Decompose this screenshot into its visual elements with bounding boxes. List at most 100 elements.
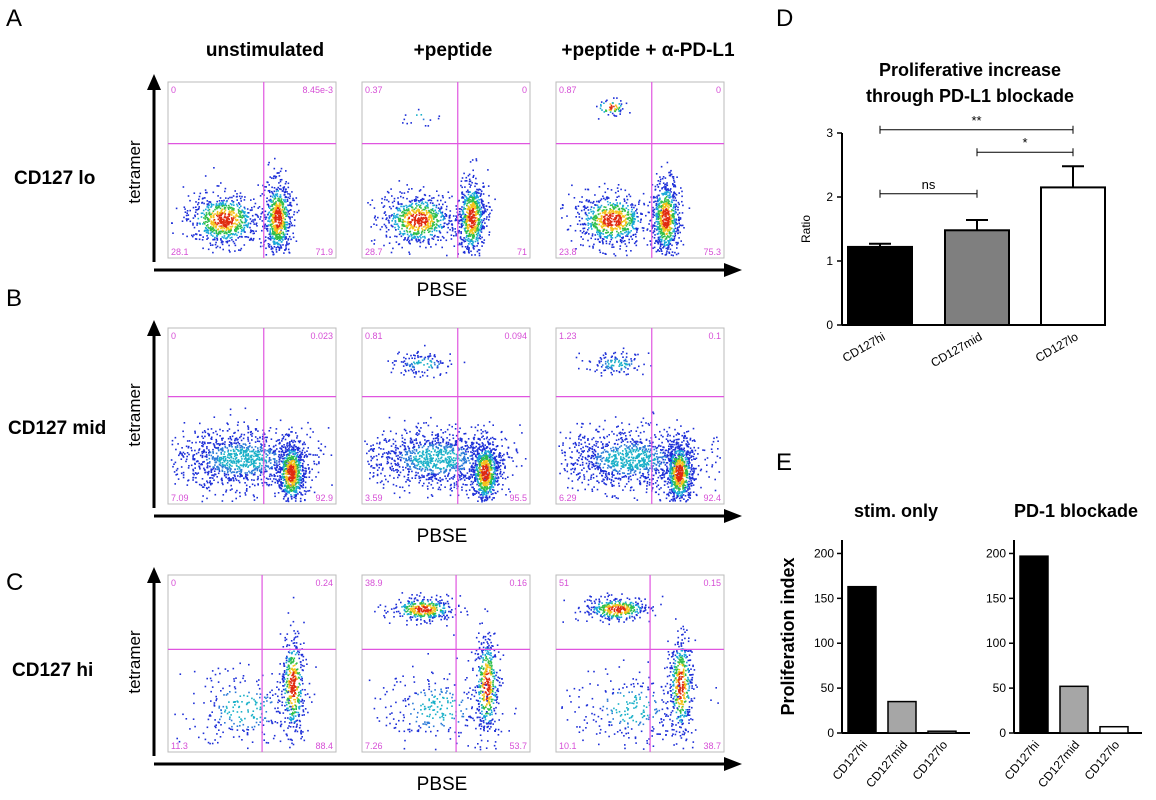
- x-axis-arrowhead: [724, 509, 742, 523]
- quadrant-value-ul: 38.9: [365, 578, 383, 588]
- panel-label-d: D: [776, 5, 793, 32]
- x-axis-arrowhead: [724, 757, 742, 771]
- significance-label: *: [1022, 135, 1027, 150]
- quadrant-value-ll: 10.1: [559, 741, 577, 751]
- x-axis-label-row-a: PBSE: [417, 280, 468, 301]
- flow-plot: 0 0.023 7.09 92.9: [167, 327, 337, 505]
- flow-plot: 51 0.15 10.1 38.7: [555, 574, 725, 753]
- x-tick-label: CD127hi: [1002, 738, 1043, 783]
- quadrant-value-ur: 0.094: [504, 331, 527, 341]
- row-label-cd127-lo: CD127 lo: [14, 168, 95, 189]
- y-tick-label: 0: [826, 318, 833, 332]
- quadrant-value-lr: 53.7: [509, 741, 527, 751]
- panel-e-charts: stim. only 0 50 100 150 200 Proliferation inde…: [778, 501, 1142, 790]
- x-tick-label: CD127lo: [1033, 329, 1081, 365]
- y-tick-label: 50: [993, 681, 1007, 695]
- chart-title: Proliferative increase through PD-L1 bloc…: [866, 60, 1074, 106]
- quadrant-value-ul: 0: [171, 331, 176, 341]
- flow-plot: 0.81 0.094 3.59 95.5: [361, 327, 531, 505]
- flow-plot: 0.37 0 28.7 71: [361, 81, 531, 259]
- quadrant-value-lr: 71.9: [315, 247, 333, 257]
- y-tick-label: 3: [826, 126, 833, 140]
- quadrant-value-ur: 0: [716, 85, 721, 95]
- quadrant-value-lr: 95.5: [509, 493, 527, 503]
- y-tick-label: 100: [814, 636, 834, 650]
- y-tick-label: 2: [826, 190, 833, 204]
- y-tick-label: 1: [826, 254, 833, 268]
- quadrant-value-ul: 0.37: [365, 85, 383, 95]
- flow-plot: 0 0.24 11.3 88.4: [167, 574, 337, 753]
- y-tick-label: 200: [814, 546, 834, 560]
- y-tick-label: 200: [986, 546, 1006, 560]
- quadrant-value-ll: 23.8: [559, 247, 577, 257]
- chart-title: PD-1 blockade: [1014, 501, 1138, 521]
- panel-label-b: B: [6, 285, 22, 312]
- chart-title-line: through PD-L1 blockade: [866, 86, 1074, 106]
- bar: [887, 700, 917, 734]
- y-tick-label: 150: [986, 591, 1006, 605]
- plot-frame: [167, 327, 337, 505]
- quadrant-value-ul: 0: [171, 85, 176, 95]
- quadrant-value-ur: 0.16: [509, 578, 527, 588]
- x-axis-label-row-b: PBSE: [417, 526, 468, 547]
- x-tick-label: CD127hi: [830, 738, 871, 783]
- x-tick-label: CD127lo: [910, 738, 951, 783]
- significance-label: ns: [922, 177, 936, 192]
- quadrant-value-ur: 0.1: [708, 331, 721, 341]
- significance-label: **: [971, 113, 981, 128]
- bar: [1059, 685, 1089, 734]
- y-axis-label-row-c: tetramer: [125, 630, 144, 694]
- quadrant-value-lr: 92.4: [703, 493, 721, 503]
- plot-frame: [361, 574, 531, 753]
- plot-frame: [361, 81, 531, 259]
- bar: [1019, 555, 1049, 734]
- y-axis-label-row-b: tetramer: [125, 383, 144, 447]
- bar: [847, 585, 877, 734]
- bar: [1099, 725, 1129, 734]
- x-tick-label: CD127mid: [928, 329, 984, 369]
- column-header-peptide-anti-pdl1: +peptide + α-PD-L1: [561, 40, 735, 61]
- quadrant-value-ur: 0.24: [315, 578, 333, 588]
- quadrant-value-lr: 38.7: [703, 741, 721, 751]
- y-tick-label: 50: [821, 681, 835, 695]
- quadrant-value-ul: 0.87: [559, 85, 577, 95]
- flow-plot: 0 8.45e-3 28.1 71.9: [167, 81, 337, 259]
- y-axis-arrowhead: [147, 74, 161, 90]
- panel-d-chart: Proliferative increase through PD-L1 bloc…: [799, 60, 1106, 370]
- plot-frame: [361, 327, 531, 505]
- y-tick-label: 0: [999, 726, 1006, 740]
- quadrant-value-ul: 1.23: [559, 331, 577, 341]
- quadrant-value-ll: 6.29: [559, 493, 577, 503]
- quadrant-value-ul: 0: [171, 578, 176, 588]
- x-tick-label: CD127hi: [840, 329, 887, 364]
- quadrant-value-lr: 92.9: [315, 493, 333, 503]
- bar: [1040, 186, 1106, 326]
- flow-plot: 0.87 0 23.8 75.3: [555, 81, 725, 259]
- x-tick-label: CD127mid: [863, 738, 910, 790]
- chart-title: stim. only: [854, 501, 938, 521]
- quadrant-value-ur: 0.15: [703, 578, 721, 588]
- y-axis-arrowhead: [147, 567, 161, 583]
- quadrant-value-ll: 28.1: [171, 247, 189, 257]
- quadrant-value-ul: 51: [559, 578, 569, 588]
- x-axis-label-row-c: PBSE: [417, 774, 468, 795]
- plot-frame: [167, 574, 337, 753]
- x-tick-label: CD127mid: [1035, 738, 1082, 790]
- column-header-peptide: +peptide: [414, 40, 493, 61]
- quadrant-value-ll: 7.26: [365, 741, 383, 751]
- quadrant-value-ur: 0.023: [310, 331, 333, 341]
- quadrant-value-lr: 88.4: [315, 741, 333, 751]
- y-axis-arrowhead: [147, 320, 161, 336]
- panel-label-c: C: [6, 569, 23, 596]
- bar: [944, 229, 1010, 326]
- y-axis-label: Ratio: [799, 215, 813, 243]
- y-axis-label-row-a: tetramer: [125, 140, 144, 204]
- quadrant-value-ll: 7.09: [171, 493, 189, 503]
- flow-cytometry-grid: 0 8.45e-3 28.1 71.9 0.37 0 28.7 71 0.87 0 23.8 75.3…: [147, 74, 742, 771]
- panel-label-e: E: [776, 449, 792, 476]
- bar: [847, 245, 913, 326]
- y-tick-label: 150: [814, 591, 834, 605]
- chart-title-line: Proliferative increase: [879, 60, 1061, 80]
- y-tick-label: 100: [986, 636, 1006, 650]
